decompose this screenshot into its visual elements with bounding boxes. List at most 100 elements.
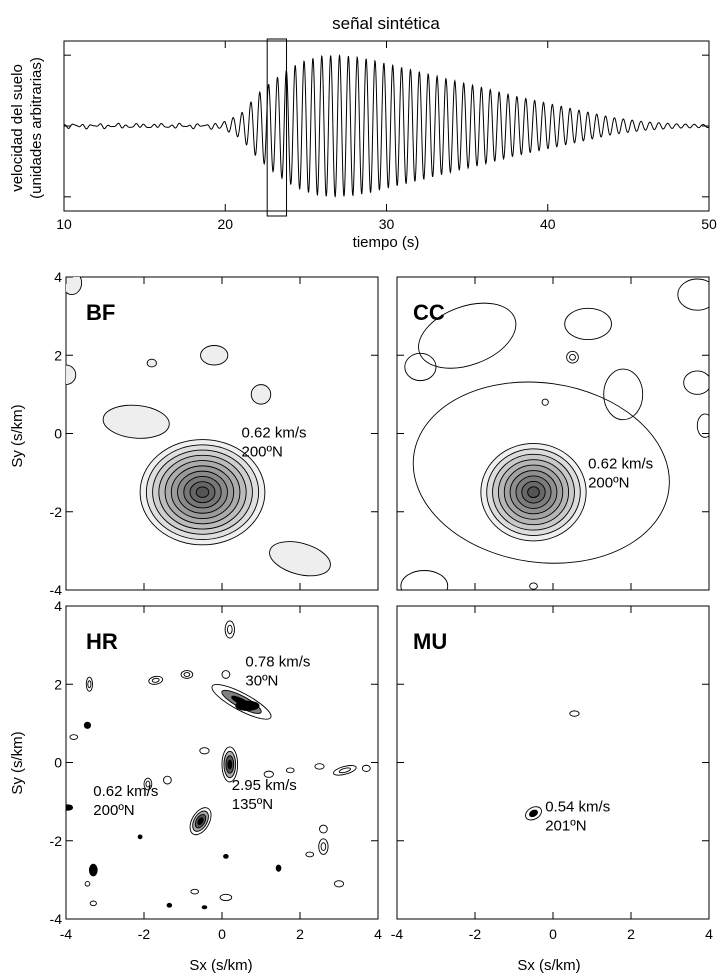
contour-line [85, 676, 93, 692]
contour-line [148, 675, 164, 685]
contour-line [250, 384, 272, 405]
signal-xtick-label: 50 [701, 216, 717, 232]
mu-velocity-label: 0.54 km/s [545, 798, 610, 815]
contour-line [197, 817, 204, 826]
hr-azimuth-label: 30ºN [245, 673, 278, 690]
signal-waveform [63, 54, 709, 198]
signal-xtick-label: 30 [379, 216, 395, 232]
panel-hr-ticks [65, 605, 379, 920]
contour-line [180, 670, 194, 679]
contour-line [529, 809, 538, 818]
hr-velocity-label: 2.95 km/s [232, 777, 297, 794]
hr-ytick-label: -2 [50, 833, 63, 849]
panel-hr: HR 0.78 km/s 30ºN 2.95 km/s 135ºN 0.62 k… [9, 598, 382, 974]
contour-line [66, 804, 74, 811]
contour-line [338, 767, 351, 774]
contour-line [404, 352, 437, 382]
hr-ytick-label: 2 [54, 676, 62, 692]
contour-line [195, 486, 210, 498]
contour-line [166, 902, 173, 908]
contour-line [89, 900, 97, 907]
hr-azimuth-label: 200ºN [93, 802, 134, 819]
hr-ytick-label: -4 [50, 911, 63, 927]
mu-xtick-label: 4 [705, 926, 713, 942]
bf-ylabel: Sy (s/km) [9, 404, 26, 467]
contour-line [285, 767, 295, 774]
mu-xtick-label: 0 [549, 926, 557, 942]
contour-line [564, 307, 612, 341]
panel-mu-label: MU [413, 629, 447, 654]
signal-title: señal sintética [332, 14, 440, 33]
contour-line [400, 570, 449, 590]
panel-bf: BF 0.62 km/s 200ºN -4 -2 0 2 4 Sy (s/km) [9, 269, 379, 598]
panel-mu-ticks [396, 605, 710, 920]
contour-line [318, 838, 329, 855]
contour-line [529, 582, 538, 590]
contour-line [199, 747, 210, 755]
contour-line [333, 880, 345, 888]
signal-ylabel-line1: velocidad del suelo [9, 64, 26, 192]
contour-line [569, 710, 580, 717]
contour-line [541, 398, 549, 406]
panel-bf-ticks [65, 276, 379, 591]
panel-cc: CC 0.62 km/s 200ºN [396, 276, 710, 591]
bf-ytick-label: 4 [54, 269, 62, 285]
panel-cc-ticks [396, 276, 710, 591]
contour-line [305, 851, 315, 858]
hr-velocity-label: 0.78 km/s [245, 654, 310, 671]
mu-azimuth-label: 201ºN [545, 817, 586, 834]
contour-line [189, 807, 212, 836]
contour-line [221, 746, 239, 783]
contour-line [69, 734, 79, 740]
contour-line [87, 680, 92, 689]
contour-line [83, 721, 92, 729]
signal-xtick-label: 10 [56, 216, 72, 232]
bf-velocity-label: 0.62 km/s [242, 424, 307, 441]
contour-line [200, 345, 229, 366]
contour-line [66, 277, 83, 296]
contour-line [527, 486, 540, 499]
signal-xtick-label: 20 [217, 216, 233, 232]
mu-xtick-label: -2 [469, 926, 482, 942]
contour-line [151, 677, 160, 683]
contour-line [525, 806, 542, 821]
analysis-window [266, 38, 288, 217]
contour-line [102, 404, 170, 439]
contour-line [696, 413, 709, 438]
hr-ylabel: Sy (s/km) [9, 731, 26, 794]
hr-xtick-label: 4 [374, 926, 382, 942]
contour-line [143, 777, 153, 791]
signal-xtick-label: 40 [540, 216, 556, 232]
mu-xtick-label: 2 [627, 926, 635, 942]
contour-line [145, 780, 151, 788]
contour-line [269, 541, 331, 577]
panel-mu-contours [525, 710, 580, 821]
contour-line [227, 759, 233, 770]
signal-panel: señal sintética velocidad del suelo (uni… [9, 14, 717, 251]
hr-ytick-label: 4 [54, 598, 62, 614]
contour-line [275, 864, 282, 872]
hr-ytick-label: 0 [54, 755, 62, 771]
panel-mu: MU 0.54 km/s 201ºN -4 -2 0 2 4 Sx (s/km) [391, 605, 713, 974]
contour-line [163, 775, 172, 785]
hr-azimuth-label: 135ºN [232, 796, 273, 813]
contour-line [223, 854, 229, 859]
mu-xlabel: Sx (s/km) [517, 957, 580, 974]
contour-line [263, 770, 274, 778]
cc-azimuth-label: 200ºN [588, 475, 629, 492]
contour-line [412, 381, 670, 564]
signal-xlabel: tiempo (s) [353, 234, 420, 251]
bf-ytick-label: -2 [50, 504, 63, 520]
contour-line [235, 700, 260, 711]
mu-xtick-label: -4 [391, 926, 404, 942]
panel-cc-contours [400, 278, 709, 590]
panel-hr-contours [66, 620, 371, 910]
contour-line [361, 764, 371, 772]
hr-xtick-label: 2 [296, 926, 304, 942]
contour-line [221, 670, 231, 679]
signal-ylabel: velocidad del suelo (unidades arbitraria… [9, 57, 45, 199]
contour-line [333, 765, 357, 776]
contour-line [566, 350, 579, 364]
contour-line [211, 684, 272, 720]
